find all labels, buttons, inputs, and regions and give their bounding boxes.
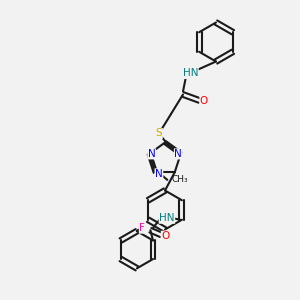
Text: S: S	[156, 128, 162, 139]
Text: F: F	[139, 223, 145, 233]
Text: HN: HN	[159, 213, 175, 223]
Text: N: N	[148, 149, 156, 159]
Text: HN: HN	[183, 68, 198, 79]
Text: CH₃: CH₃	[172, 175, 188, 184]
Text: N: N	[155, 169, 163, 179]
Text: O: O	[200, 95, 208, 106]
Text: N: N	[174, 149, 182, 159]
Text: O: O	[161, 231, 169, 241]
